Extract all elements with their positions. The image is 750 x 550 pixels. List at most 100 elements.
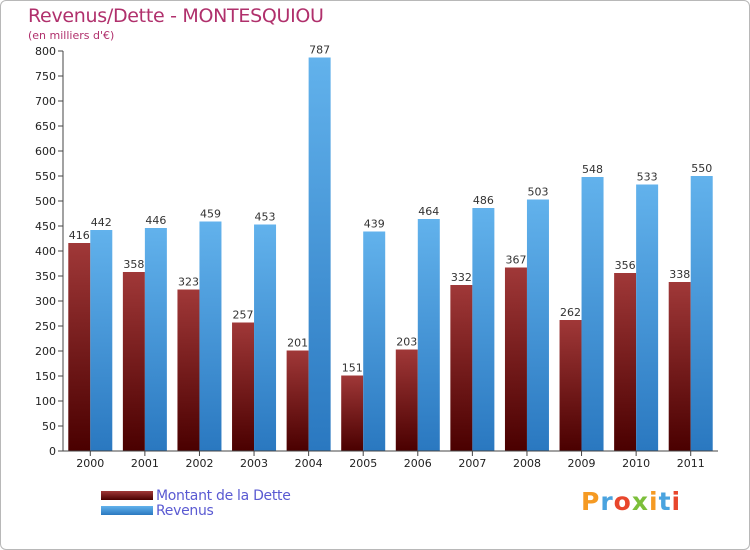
data-label-dette-2000: 416 <box>69 229 90 242</box>
bar-dette-2002 <box>177 289 200 451</box>
x-tick-label-2003: 2003 <box>240 457 268 470</box>
bar-dette-2004 <box>286 350 309 451</box>
bar-revenus-2002 <box>199 221 222 451</box>
data-label-revenus-2008: 503 <box>527 186 548 199</box>
x-tick-label-2011: 2011 <box>677 457 705 470</box>
x-tick-label-2005: 2005 <box>349 457 377 470</box>
y-tick-label: 700 <box>35 95 56 108</box>
logo-letter: r <box>600 487 614 516</box>
y-tick-label: 200 <box>35 345 56 358</box>
y-tick-label: 450 <box>35 220 56 233</box>
bar-dette-2001 <box>122 272 145 451</box>
bar-dette-2006 <box>395 349 418 451</box>
data-label-dette-2005: 151 <box>342 362 363 375</box>
y-tick-label: 750 <box>35 70 56 83</box>
bar-revenus-2011 <box>690 176 713 451</box>
bar-dette-2010 <box>614 273 637 451</box>
bars <box>68 57 713 451</box>
data-label-dette-2003: 257 <box>233 309 254 322</box>
proxiti-logo: Proxiti <box>581 487 681 516</box>
bar-revenus-2010 <box>636 184 659 451</box>
data-label-revenus-2011: 550 <box>691 162 712 175</box>
x-tick-label-2006: 2006 <box>404 457 432 470</box>
y-tick-label: 550 <box>35 170 56 183</box>
data-label-dette-2002: 323 <box>178 276 199 289</box>
logo-letter: P <box>581 487 601 516</box>
x-tick-label-2000: 2000 <box>76 457 104 470</box>
bar-revenus-2001 <box>144 228 167 451</box>
y-tick-label: 100 <box>35 395 56 408</box>
y-tick-label: 500 <box>35 195 56 208</box>
y-tick-label: 800 <box>35 45 56 58</box>
data-label-dette-2001: 358 <box>123 258 144 271</box>
data-label-revenus-2002: 459 <box>200 208 221 221</box>
logo-letter: i <box>649 487 659 516</box>
logo-letter: i <box>671 487 682 516</box>
data-label-dette-2009: 262 <box>560 306 581 319</box>
bar-revenus-2005 <box>363 231 386 451</box>
x-tick-label-2010: 2010 <box>622 457 650 470</box>
logo-letter: o <box>613 487 632 516</box>
chart-title: Revenus/Dette - MONTESQUIOU <box>28 5 324 27</box>
data-label-revenus-2005: 439 <box>364 218 385 231</box>
data-label-revenus-2003: 453 <box>255 211 276 224</box>
legend-item-revenus: Revenus <box>101 502 291 519</box>
chart-unit-label: (en milliers d'€) <box>28 29 115 42</box>
y-tick-label: 650 <box>35 120 56 133</box>
data-label-revenus-2009: 548 <box>582 163 603 176</box>
x-tick-label-2001: 2001 <box>131 457 159 470</box>
data-label-dette-2004: 201 <box>287 337 308 350</box>
x-tick-label-2008: 2008 <box>513 457 541 470</box>
bar-dette-2011 <box>668 282 691 451</box>
bar-dette-2007 <box>450 285 473 451</box>
x-tick-label-2009: 2009 <box>568 457 596 470</box>
data-label-revenus-2007: 486 <box>473 194 494 207</box>
y-axis-ticks: 0 50 100 150 200 250 300 350 400 450 500 550 600 650 7… <box>35 45 63 458</box>
y-tick-label: 300 <box>35 295 56 308</box>
data-label-revenus-2010: 533 <box>637 171 658 184</box>
data-label-revenus-2000: 442 <box>91 216 112 229</box>
y-tick-label: 350 <box>35 270 56 283</box>
legend-label-dette: Montant de la Dette <box>156 487 291 504</box>
bar-revenus-2007 <box>472 208 495 451</box>
legend-swatch-dette <box>101 491 153 500</box>
y-tick-label: 50 <box>42 420 56 433</box>
legend: Montant de la Dette Revenus <box>101 487 291 519</box>
bar-revenus-2003 <box>254 224 277 451</box>
data-label-revenus-2006: 464 <box>418 205 439 218</box>
y-tick-label: 600 <box>35 145 56 158</box>
logo-letter: t <box>658 487 672 516</box>
x-tick-label-2002: 2002 <box>185 457 213 470</box>
legend-item-dette: Montant de la Dette <box>101 487 291 504</box>
bar-dette-2003 <box>232 322 255 451</box>
bar-dette-2000 <box>68 243 91 451</box>
legend-label-revenus: Revenus <box>156 502 214 519</box>
data-label-dette-2011: 338 <box>669 268 690 281</box>
bar-revenus-2006 <box>417 219 440 451</box>
x-tick-label-2004: 2004 <box>295 457 323 470</box>
data-label-dette-2008: 367 <box>505 254 526 267</box>
bar-revenus-2004 <box>308 57 331 451</box>
logo-letter: x <box>631 487 649 516</box>
bar-revenus-2000 <box>90 230 113 451</box>
y-tick-label: 150 <box>35 370 56 383</box>
data-label-revenus-2004: 787 <box>309 44 330 57</box>
data-label-dette-2007: 332 <box>451 271 472 284</box>
x-tick-label-2007: 2007 <box>458 457 486 470</box>
y-tick-label: 0 <box>49 445 56 458</box>
y-tick-label: 250 <box>35 320 56 333</box>
bar-dette-2005 <box>341 375 364 451</box>
legend-swatch-revenus <box>101 506 153 515</box>
bar-dette-2008 <box>504 267 527 451</box>
bar-revenus-2008 <box>526 199 549 451</box>
data-label-revenus-2001: 446 <box>145 214 166 227</box>
data-label-dette-2006: 203 <box>396 336 417 349</box>
bar-dette-2009 <box>559 320 582 451</box>
y-tick-label: 400 <box>35 245 56 258</box>
x-axis-ticks: 2000 2001 2002 2003 2004 2005 2006 2007 2008 2009… <box>76 451 705 470</box>
bar-revenus-2009 <box>581 177 604 451</box>
data-label-dette-2010: 356 <box>615 259 636 272</box>
